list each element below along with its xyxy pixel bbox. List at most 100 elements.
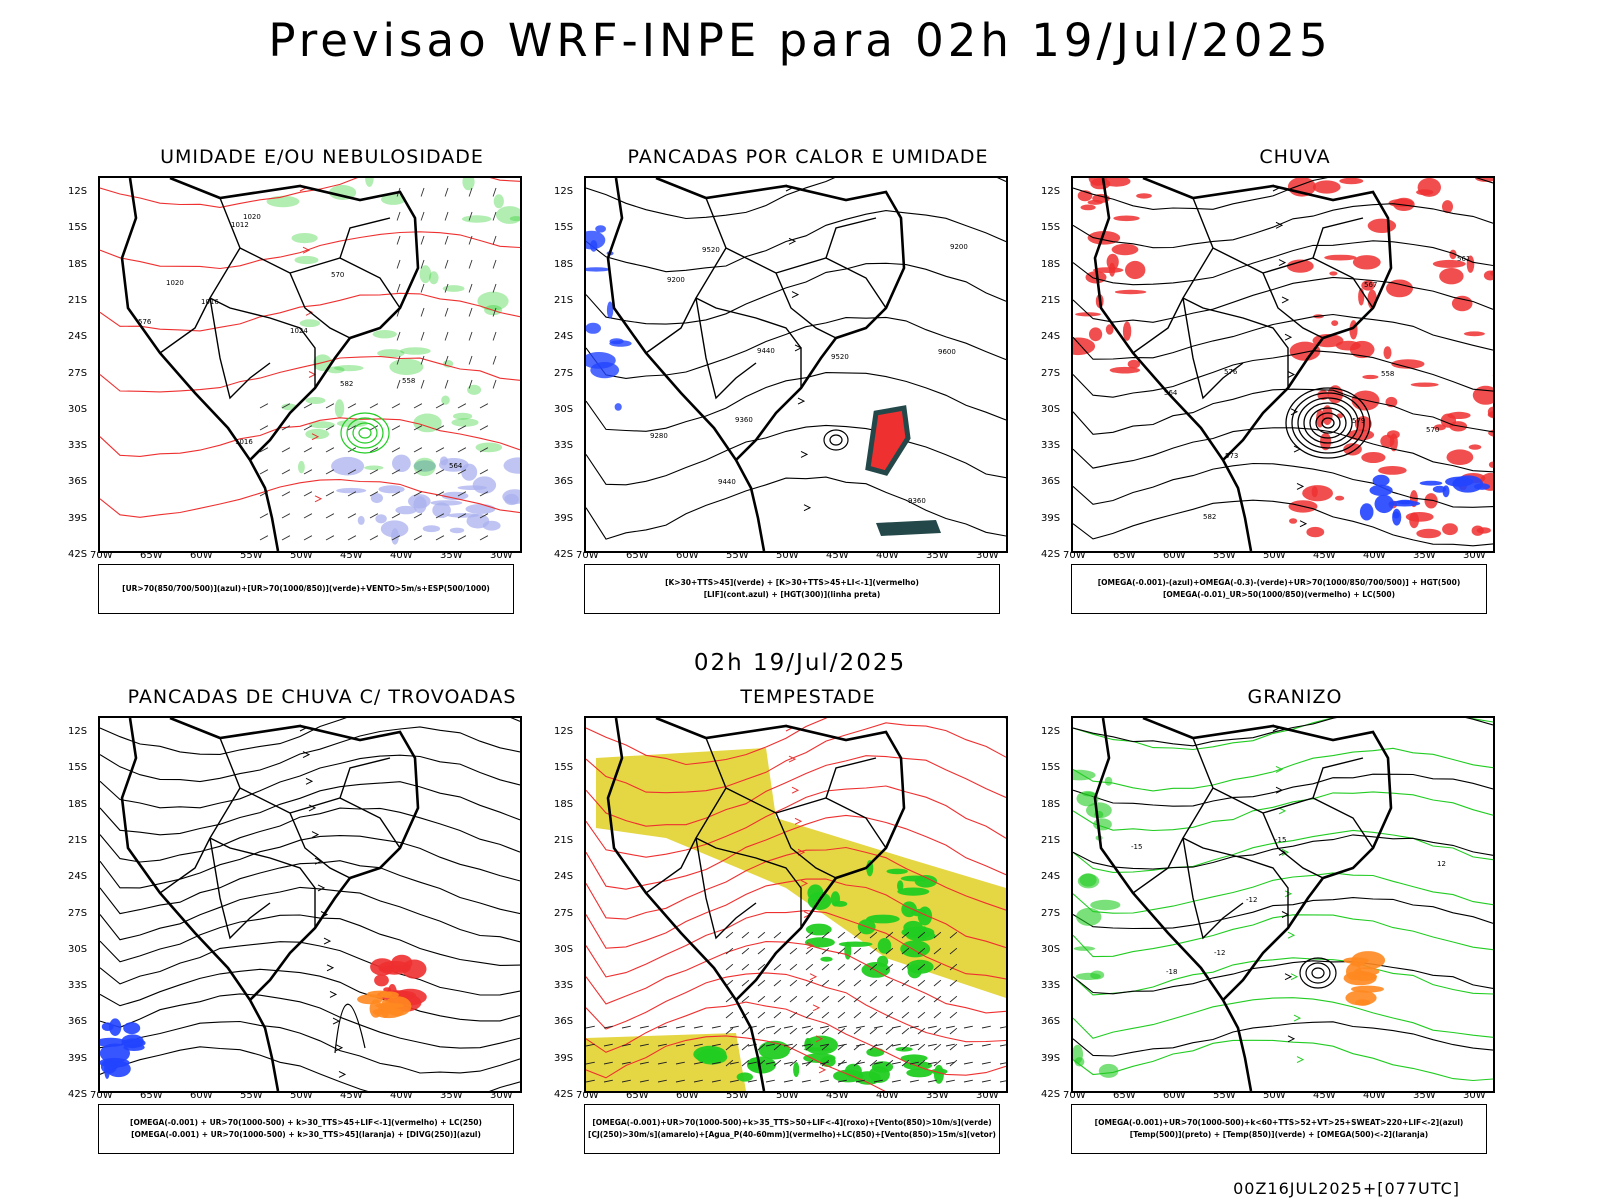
lon-tick-label: 30W: [1463, 550, 1486, 561]
contour-label: 1012: [231, 221, 249, 229]
legend-line: [K>30+TTS>45](verde) + [K>30+TTS>45+LI<-…: [665, 578, 919, 587]
panel-pancadas-trovoadas: PANCADAS DE CHUVA C/ TROVOADAS 12S 15S 18S 2…: [68, 686, 562, 1156]
lon-tick-label: 65W: [1113, 550, 1136, 561]
lon-tick-label: 60W: [190, 550, 213, 561]
lat-tick-label: 42S: [68, 549, 88, 560]
lon-tick-label: 70W: [576, 550, 599, 561]
legend-line: [OMEGA(-0.001) + UR>70(1000-500) + k>30_…: [130, 1118, 482, 1127]
weather-map: -12 -15 -18 12 -12 -15: [1071, 716, 1495, 1093]
lon-tick-label: 45W: [1313, 1090, 1336, 1101]
run-label: 00Z16JUL2025+[077UTC]: [1233, 1179, 1460, 1198]
contour-label: 9280: [650, 432, 668, 440]
legend-caption: [UR>70(850/700/500)](azul)+[UR>70(1000/8…: [98, 564, 514, 614]
lat-tick-label: 33S: [554, 440, 574, 452]
weather-map: 1016 1020 1024 1012 1016 570 576 582 564 558 1020: [98, 176, 522, 553]
contour-label: 582: [1203, 513, 1216, 521]
contour-label: -12: [1214, 949, 1225, 957]
lat-tick-label: 18S: [554, 258, 574, 270]
lon-tick-label: 45W: [826, 550, 849, 561]
contour-label: 570: [1426, 426, 1439, 434]
lon-tick-label: 30W: [490, 550, 513, 561]
lon-tick-label: 45W: [826, 1090, 849, 1101]
lat-tick-label: 24S: [554, 331, 574, 343]
lon-tick-label: 50W: [776, 550, 799, 561]
map-canvas: 9520 9600 9440 9360 9280 9200 9520 9440 9360 9200: [586, 178, 1006, 551]
lon-tick-label: 35W: [440, 1090, 463, 1101]
contour-label: 579: [1352, 417, 1365, 425]
lon-tick-label: 70W: [90, 550, 113, 561]
weather-map: 582 579 576 573 570 567 564 561 558: [1071, 176, 1495, 553]
lon-tick-label: 60W: [190, 1090, 213, 1101]
lat-tick-label: 12S: [554, 726, 574, 737]
lon-tick-label: 50W: [776, 1090, 799, 1101]
lon-tick-label: 35W: [926, 1090, 949, 1101]
lat-tick-label: 24S: [68, 331, 88, 343]
legend-line: [OMEGA(-0.001)+UR>70(1000-500)+k>35_TTS>…: [592, 1118, 992, 1127]
contour-label: 1020: [243, 213, 261, 221]
lat-tick-label: 27S: [554, 367, 574, 379]
contour-label: 9200: [667, 276, 685, 284]
lat-tick-label: 33S: [554, 980, 574, 992]
lon-tick-label: 65W: [626, 550, 649, 561]
lon-tick-label: 30W: [490, 1090, 513, 1101]
lon-tick-label: 55W: [726, 1090, 749, 1101]
lat-tick-label: 15S: [554, 762, 574, 774]
lat-tick-label: 18S: [68, 798, 88, 810]
map-canvas: 582 579 576 573 570 567 564 561 558: [1073, 178, 1493, 551]
lat-tick-label: 42S: [1041, 1089, 1061, 1100]
lat-tick-label: 15S: [1041, 222, 1061, 234]
lon-tick-label: 60W: [676, 1090, 699, 1101]
lon-tick-label: 70W: [1063, 1090, 1086, 1101]
lat-tick-label: 39S: [1041, 1052, 1061, 1064]
panel-title: CHUVA: [1259, 146, 1331, 168]
map-canvas: -12 -15 -18 12 -12 -15: [1073, 718, 1493, 1091]
panel-umidade: UMIDADE E/OU NEBULOSIDADE 1016 1020 1024 101…: [68, 146, 562, 616]
lon-tick-label: 55W: [1213, 1090, 1236, 1101]
contour-label: 576: [138, 318, 152, 326]
lat-tick-label: 30S: [68, 403, 88, 415]
lat-tick-label: 30S: [554, 403, 574, 415]
lat-tick-label: 39S: [1041, 512, 1061, 524]
lat-tick-label: 39S: [554, 1052, 574, 1064]
contour-label: 9520: [702, 246, 720, 254]
contour-label: -12: [1246, 896, 1257, 904]
contour-label: -15: [1131, 843, 1142, 851]
legend-line: [Temp(500)](preto) + [Temp(850)](verde) …: [1129, 1130, 1429, 1139]
lat-tick-label: 12S: [554, 186, 574, 197]
lat-tick-label: 24S: [554, 871, 574, 883]
contour-label: 12: [1437, 860, 1446, 868]
legend-line: [OMEGA(-0.001)-(azul)+OMEGA(-0.3)-(verde…: [1097, 578, 1461, 587]
lat-tick-label: 15S: [68, 222, 88, 234]
legend-caption: [OMEGA(-0.001)+UR>70(1000-500)+k>35_TTS>…: [584, 1104, 1000, 1154]
lon-tick-label: 40W: [1363, 1090, 1386, 1101]
lon-tick-label: 40W: [390, 550, 413, 561]
lat-tick-label: 21S: [1041, 294, 1061, 306]
lon-tick-label: 35W: [1413, 1090, 1436, 1101]
contour-label: 582: [340, 380, 353, 388]
lon-tick-label: 65W: [140, 1090, 163, 1101]
lat-tick-label: 30S: [68, 943, 88, 955]
lat-tick-label: 12S: [1041, 726, 1061, 737]
lat-tick-label: 39S: [68, 1052, 88, 1064]
lat-tick-label: 33S: [1041, 440, 1061, 452]
contour-label: 1024: [290, 327, 308, 335]
legend-line: [OMEGA(-0.001) + UR>70(1000-500) + k>30_…: [131, 1130, 481, 1139]
contour-label: 1016: [201, 298, 219, 306]
contour-label: 9520: [831, 353, 849, 361]
main-title: Previsao WRF-INPE para 02h 19/Jul/2025: [268, 14, 1332, 67]
contour-label: 561: [1457, 255, 1470, 263]
panel-granizo: GRANIZO -12 -15 -18 12 -12 -15 12S 15S 18S 21S 24S 2…: [1041, 686, 1535, 1156]
lat-tick-label: 33S: [1041, 980, 1061, 992]
lon-tick-label: 60W: [1163, 1090, 1186, 1101]
lat-tick-label: 39S: [554, 512, 574, 524]
lat-tick-label: 27S: [1041, 907, 1061, 919]
legend-line: [OMEGA(-0.001)+UR>70(1000-500)+k<60+TTS>…: [1094, 1118, 1464, 1127]
panel-title: UMIDADE E/OU NEBULOSIDADE: [160, 146, 484, 168]
lon-tick-label: 55W: [240, 550, 263, 561]
lat-tick-label: 39S: [68, 512, 88, 524]
lat-tick-label: 36S: [68, 476, 88, 488]
mid-title: 02h 19/Jul/2025: [693, 650, 907, 676]
lon-tick-label: 45W: [340, 1090, 363, 1101]
lon-tick-label: 35W: [1413, 550, 1436, 561]
contour-label: -15: [1275, 836, 1286, 844]
